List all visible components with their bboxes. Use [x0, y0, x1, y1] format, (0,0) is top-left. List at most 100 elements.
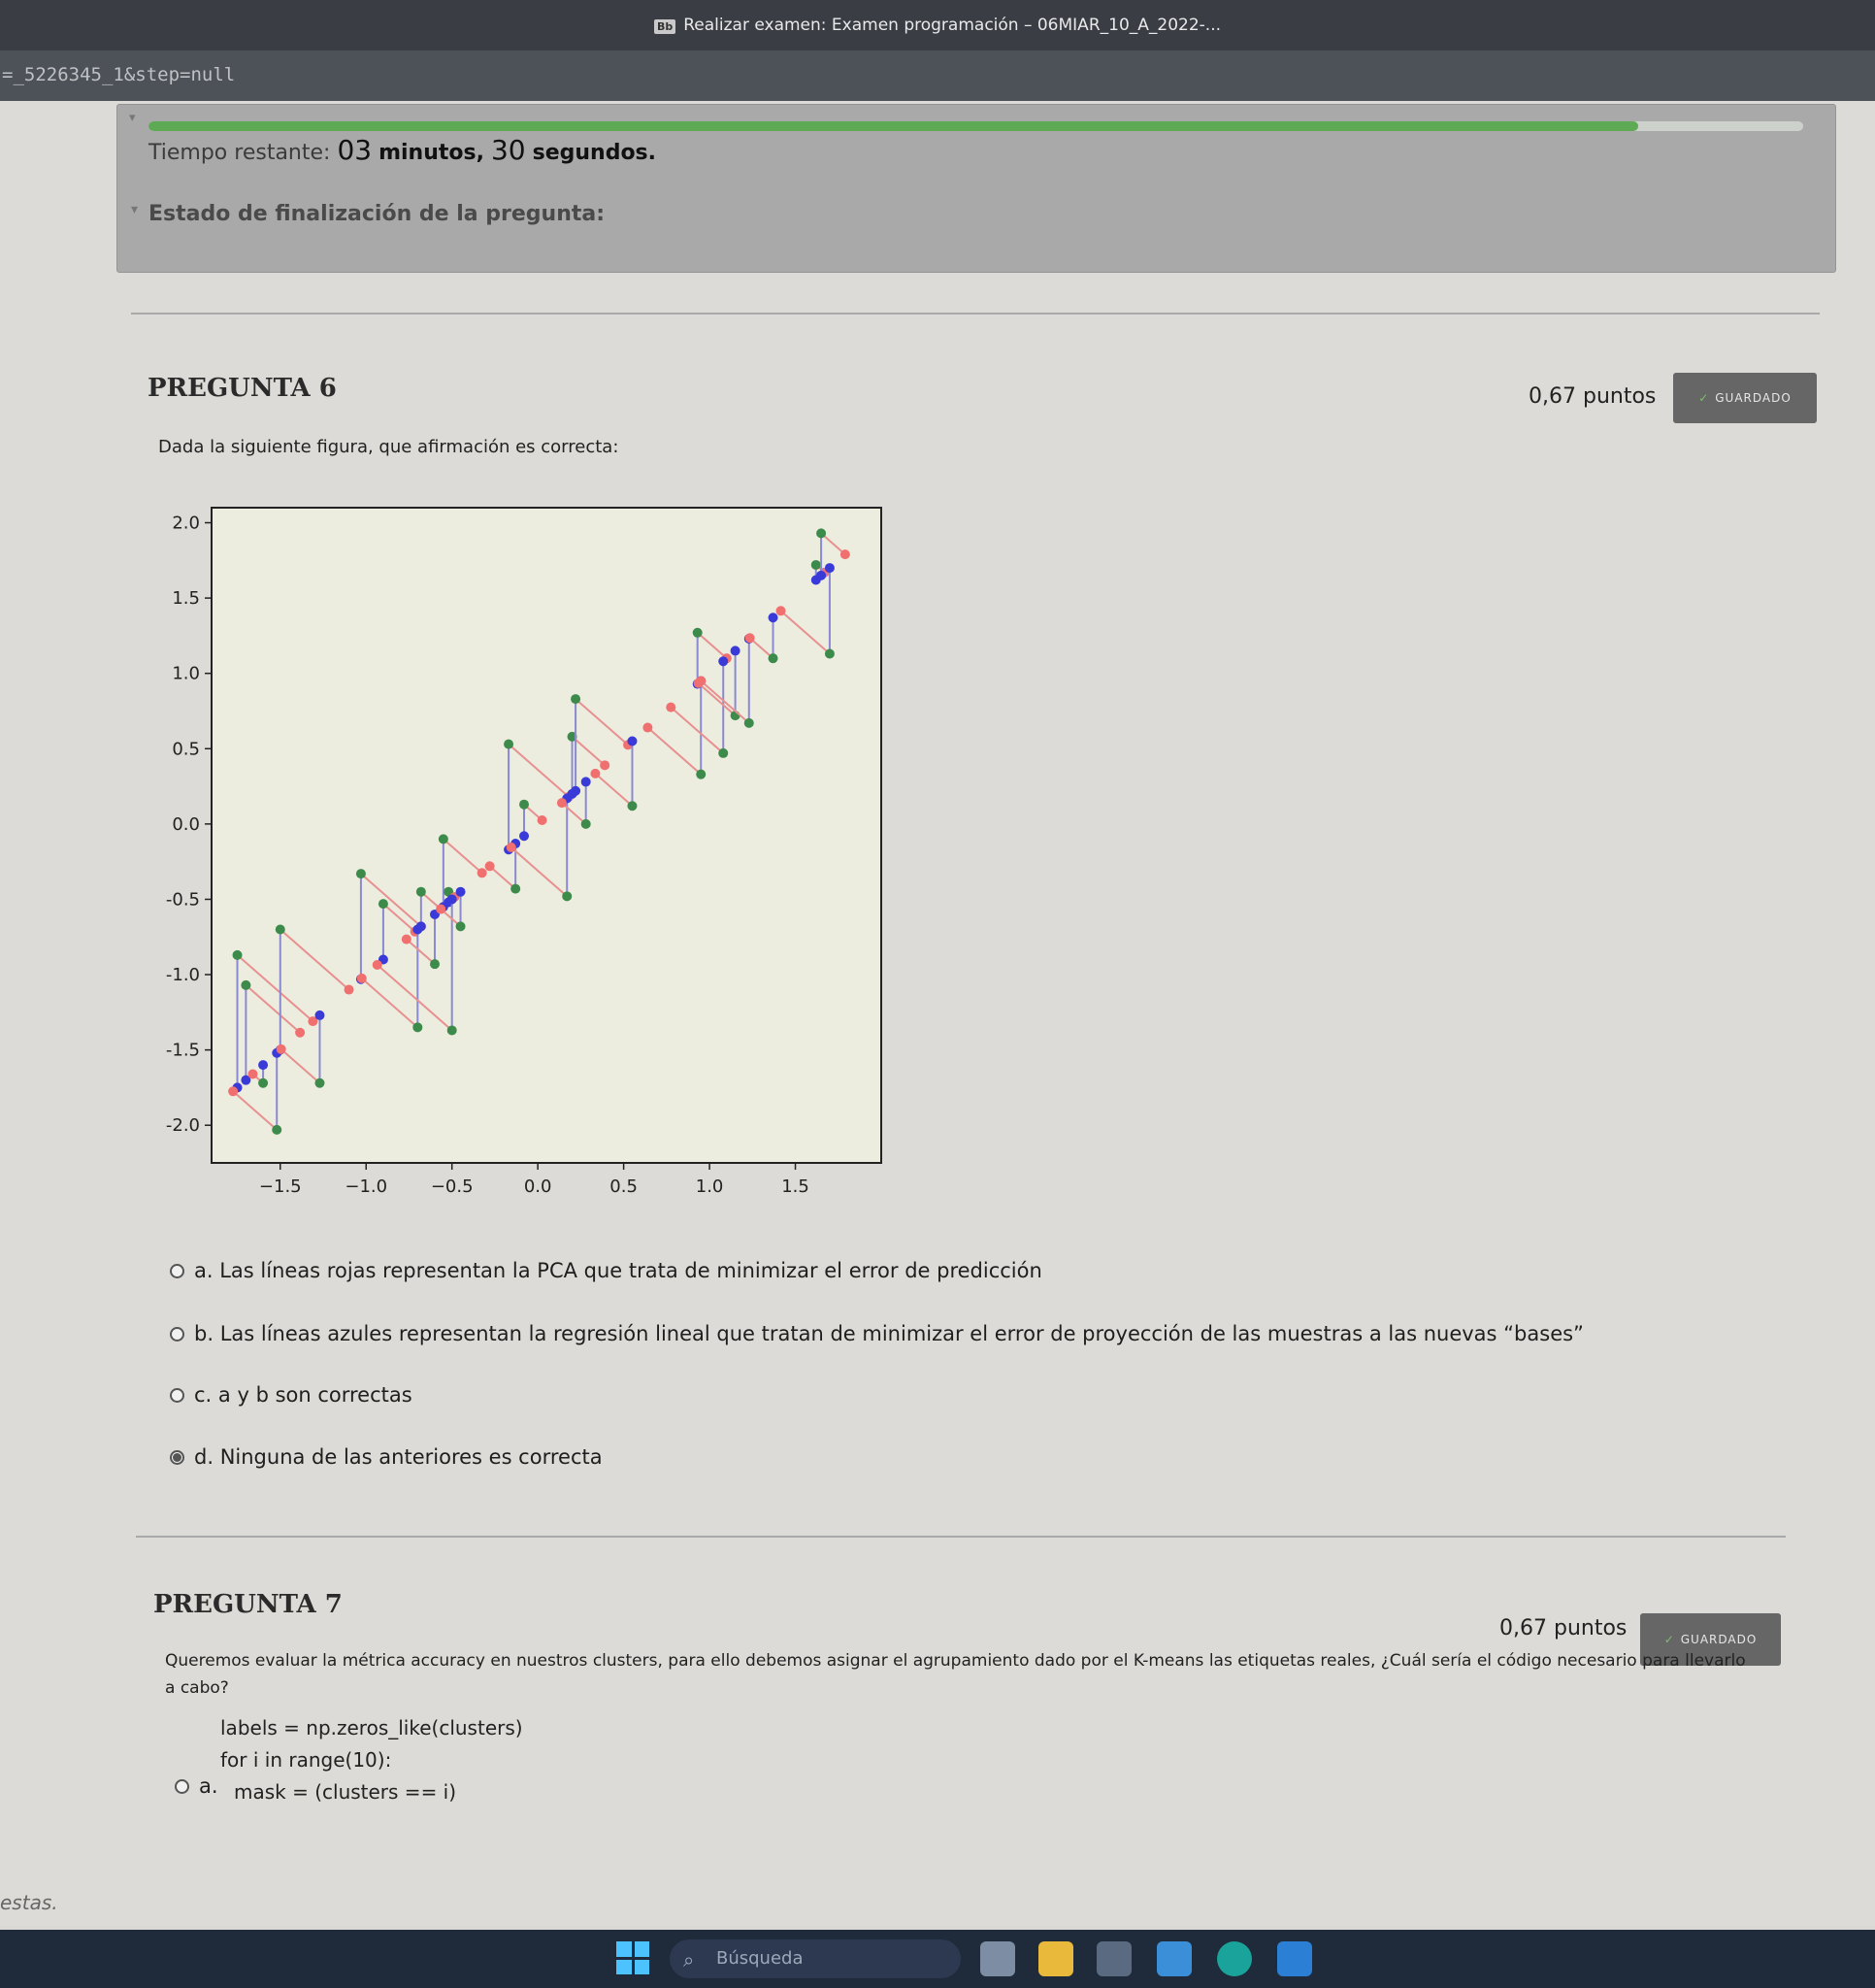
q7-option-a-letter: a.	[199, 1774, 218, 1798]
original-point	[510, 883, 521, 894]
time-label: Tiempo restante:	[148, 141, 331, 165]
regression-point	[455, 886, 466, 897]
collapse-chevron-icon[interactable]: ▾	[129, 111, 136, 125]
windows-start-icon[interactable]	[616, 1941, 649, 1974]
pca-point	[744, 633, 755, 644]
original-point	[743, 717, 754, 728]
footer-text: estas.	[0, 1891, 58, 1914]
original-point	[455, 921, 466, 932]
vscode-icon[interactable]	[1277, 1941, 1312, 1976]
pca-point	[344, 984, 354, 995]
pca-projection-line	[377, 964, 453, 1032]
original-point	[768, 653, 778, 664]
original-point	[580, 818, 591, 829]
original-point	[824, 648, 835, 659]
saved-label: GUARDADO	[1715, 391, 1792, 405]
pca-point	[247, 1069, 258, 1079]
store-icon[interactable]	[1097, 1941, 1132, 1976]
q7-option-a[interactable]: a.	[175, 1774, 218, 1798]
original-point	[519, 799, 529, 810]
original-point	[412, 1022, 423, 1033]
y-tick-label: 1.0	[172, 664, 200, 684]
original-point	[816, 528, 827, 539]
time-remaining: Tiempo restante: 03 minutos, 30 segundos…	[148, 134, 656, 166]
option-c-text: a y b son correctas	[217, 1383, 412, 1407]
pca-point	[556, 798, 567, 809]
regression-point	[241, 1075, 251, 1085]
pca-point	[401, 934, 411, 944]
option-c-radio[interactable]	[170, 1387, 184, 1403]
status-toggle-icon[interactable]: ▾	[131, 202, 139, 217]
q7-option-a-radio[interactable]	[175, 1778, 189, 1794]
completion-status-label[interactable]: Estado de finalización de la pregunta:	[148, 202, 606, 226]
code-line: labels = np.zeros_like(clusters)	[220, 1716, 523, 1740]
pca-point	[484, 861, 495, 872]
cloud-app-icon[interactable]	[1157, 1941, 1192, 1976]
pca-point	[228, 1086, 239, 1097]
pca-point	[775, 606, 786, 616]
pca-point	[356, 973, 367, 983]
pca-projection-line	[697, 682, 737, 716]
option-a[interactable]: a. Las líneas rojas representan la PCA q…	[170, 1259, 1042, 1282]
window-title-text: Realizar examen: Examen programación – 0…	[683, 16, 1221, 35]
option-a-letter: a.	[194, 1259, 214, 1282]
code-line: for i in range(10):	[220, 1748, 392, 1772]
original-point	[258, 1077, 269, 1088]
pca-point	[696, 676, 707, 686]
pca-projection-line	[406, 938, 436, 965]
option-b-radio[interactable]	[170, 1326, 184, 1342]
regression-point	[718, 656, 729, 667]
original-point	[571, 694, 581, 705]
pca-projection-line	[670, 706, 724, 754]
regression-point	[446, 894, 457, 905]
search-placeholder: Búsqueda	[716, 1948, 804, 1969]
option-a-text: Las líneas rojas representan la PCA que …	[219, 1259, 1042, 1282]
original-point	[275, 924, 285, 935]
question-7-title: PREGUNTA 7	[153, 1590, 343, 1619]
original-point	[810, 559, 821, 570]
option-d[interactable]: d. Ninguna de las anteriores es correcta	[170, 1445, 603, 1469]
url-text[interactable]: =_5226345_1&step=null	[2, 64, 236, 85]
option-a-radio[interactable]	[170, 1263, 184, 1278]
pca-point	[666, 702, 676, 712]
pca-projection-line	[748, 637, 774, 659]
x-tick-label: −0.5	[431, 1176, 474, 1197]
option-d-radio-selected[interactable]	[170, 1449, 184, 1465]
option-d-text: Ninguna de las anteriores es correcta	[219, 1445, 603, 1469]
x-tick-label: 1.0	[696, 1176, 724, 1197]
original-point	[562, 891, 573, 902]
address-bar[interactable]: =_5226345_1&step=null	[0, 50, 1875, 101]
pca-point	[839, 549, 850, 560]
pca-projection-line	[697, 632, 728, 659]
edge-browser-icon[interactable]	[1217, 1941, 1252, 1976]
pca-point	[477, 868, 487, 878]
option-b[interactable]: b. Las líneas azules representan la regr…	[170, 1322, 1584, 1345]
task-view-icon[interactable]	[980, 1941, 1015, 1976]
option-b-letter: b.	[194, 1322, 214, 1345]
original-point	[446, 1025, 457, 1036]
original-point	[430, 959, 440, 970]
regression-point	[816, 570, 827, 580]
checkmark-icon: ✓	[1698, 391, 1710, 405]
file-explorer-icon[interactable]	[1038, 1941, 1073, 1976]
regression-point	[258, 1060, 269, 1071]
pca-point	[295, 1027, 306, 1038]
question-7-prompt: Queremos evaluar la métrica accuracy en …	[165, 1651, 1746, 1698]
regression-point	[824, 563, 835, 574]
pca-point	[436, 904, 446, 914]
q7-option-a-code: labels = np.zeros_like(clusters) for i i…	[220, 1716, 523, 1812]
y-tick-label: 1.5	[172, 588, 200, 609]
pca-point	[642, 722, 653, 733]
seconds-word: segundos.	[532, 141, 657, 165]
scatter-chart: −1.5 −1.0 −0.5 0.0 0.5 1.0 1.5 2.0 1.5 1.0 0.5 0.0 -…	[166, 507, 882, 1197]
original-point	[567, 731, 577, 742]
original-point	[415, 886, 426, 897]
pca-regression-figure: −1.5 −1.0 −0.5 0.0 0.5 1.0 1.5 2.0 1.5 1.0 0.5 0.0 -…	[146, 490, 893, 1213]
pca-projection-line	[575, 698, 629, 746]
taskbar-search[interactable]: ⌕ Búsqueda	[670, 1939, 961, 1978]
pca-point	[276, 1044, 286, 1054]
option-c[interactable]: c. a y b son correctas	[170, 1383, 412, 1407]
y-tick-label: -1.0	[166, 965, 200, 985]
pca-projection-line	[488, 865, 516, 890]
browser-titlebar: Bb Realizar examen: Examen programación –…	[0, 0, 1875, 50]
